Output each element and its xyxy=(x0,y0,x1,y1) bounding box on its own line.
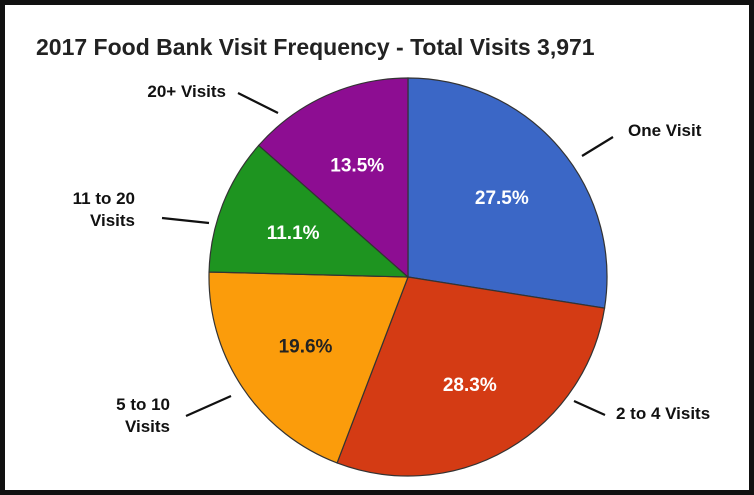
pie-slice-2-to-4-visits xyxy=(336,276,606,477)
leader-line xyxy=(161,216,210,225)
pie-slice-5-to-10-visits xyxy=(208,271,409,464)
pie-value-label: 27.5% xyxy=(475,188,529,209)
leader-line xyxy=(185,394,232,418)
category-label-2-to-4-visits: 2 to 4 Visits xyxy=(616,404,710,423)
pie-value-label: 11.1% xyxy=(267,223,320,244)
leader-line xyxy=(581,136,614,157)
pie-slice-20-visits xyxy=(257,77,409,279)
pie-slice-one-visit xyxy=(407,77,608,309)
category-label-one-visit: One Visit xyxy=(628,121,702,140)
pie-slice-11-to-20-visits xyxy=(208,144,410,278)
leader-line xyxy=(237,92,279,114)
chart-title: 2017 Food Bank Visit Frequency - Total V… xyxy=(36,34,595,60)
category-label-20-visits: 20+ Visits xyxy=(147,82,226,101)
pie-value-label: 13.5% xyxy=(330,156,384,177)
category-label-5-to-10-visits: 5 to 10 Visits xyxy=(116,395,170,436)
leader-line xyxy=(573,399,606,417)
pie-value-label: 28.3% xyxy=(443,375,497,396)
category-label-11-to-20-visits: 11 to 20 Visits xyxy=(73,189,135,230)
pie-value-label: 19.6% xyxy=(279,337,333,358)
